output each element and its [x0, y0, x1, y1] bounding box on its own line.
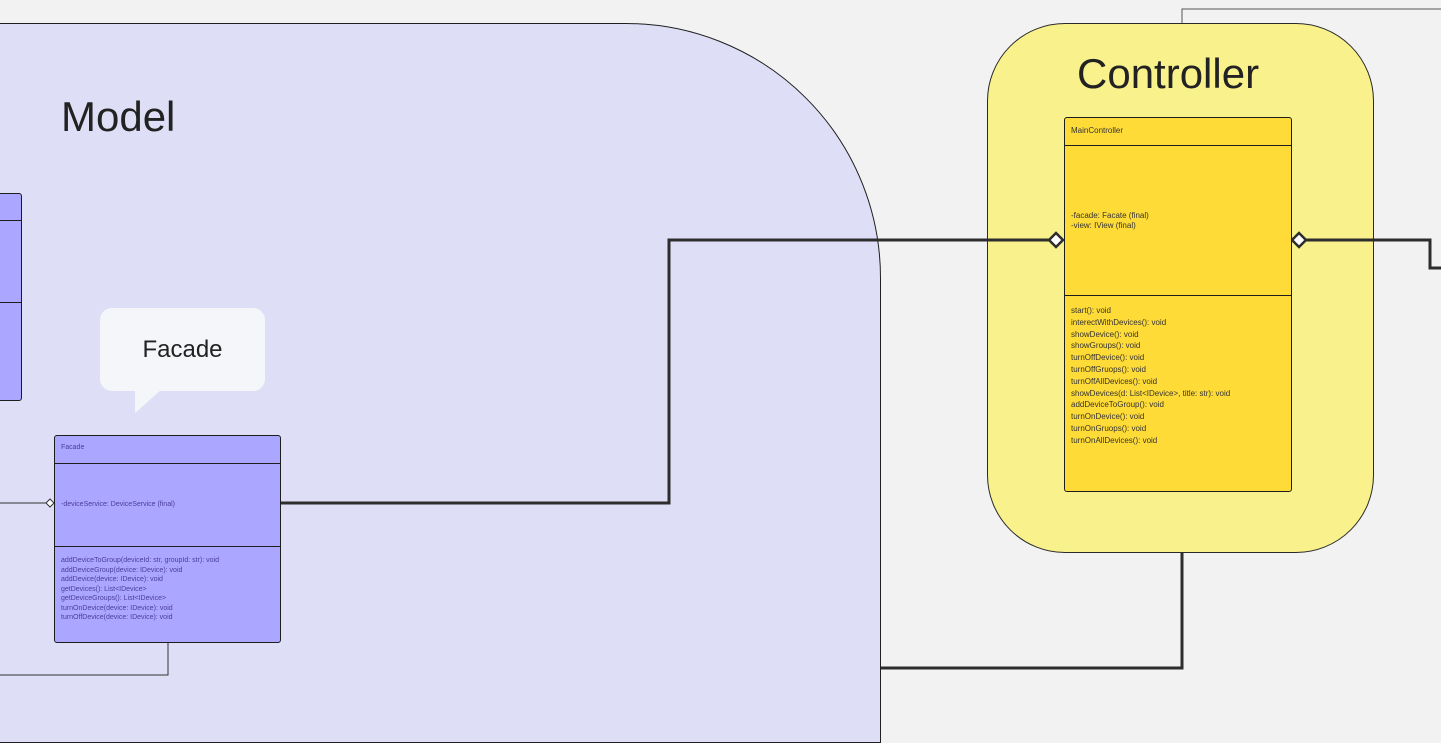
class-method: showGroups(): void	[1071, 341, 1141, 351]
class-method: addDevice(device: IDevice): void	[61, 576, 163, 583]
class-attribute: -deviceService: DeviceService (final)	[61, 501, 175, 509]
aggregation-diamond-facade	[45, 498, 55, 508]
connector-layer	[0, 8, 1441, 676]
model-region-title: Model	[61, 93, 176, 140]
class-attributes: -deviceService: DeviceService (final)	[55, 463, 280, 546]
class-method: addDeviceToGroup(): void	[1071, 400, 1164, 410]
speech-bubble-tail	[135, 390, 161, 413]
class-method: showDevice(): void	[1071, 329, 1139, 339]
class-method: addDeviceGroup(device: IDevice): void	[61, 566, 183, 574]
class-method: start(): void	[1071, 306, 1112, 315]
class-method: turnOffGruops(): void	[1071, 364, 1146, 374]
class-name: Facade	[61, 444, 85, 451]
class-attributes: -facade: Facate (final) -view: IView (fi…	[1065, 145, 1291, 295]
connector-facade-bottom	[0, 643, 169, 676]
class-method: showDevices(d: List<IDevice>, title: str…	[1071, 388, 1231, 398]
facade-speech-bubble[interactable]: Facade	[100, 308, 265, 391]
class-method: turnOnDevice(device: IDevice): void	[61, 604, 173, 612]
class-method: interectWithDevices(): void	[1071, 317, 1167, 327]
facade-class-box[interactable]: Facade -deviceService: DeviceService (fi…	[54, 435, 281, 643]
class-method: getDeviceGroups(): List<IDevice>	[61, 595, 167, 602]
facade-speech-bubble-label: Facade	[142, 335, 223, 363]
connector-facade-to-controller	[281, 238, 1055, 505]
class-method: turnOnGruops(): void	[1071, 423, 1147, 433]
class-method: turnOffDevice(): void	[1071, 353, 1145, 363]
class-method: addDeviceToGroup(deviceId: str, groupId:…	[61, 557, 219, 564]
class-method: turnOffAllDevices(): void	[1071, 376, 1158, 386]
class-name: MainController	[1071, 126, 1124, 135]
connector-controller-top	[1181, 8, 1441, 23]
class-method: getDevices(): List<IDevice>	[61, 585, 147, 593]
aggregation-diamond-controller-left	[1047, 231, 1065, 249]
connector-controller-bottom	[881, 553, 1184, 670]
aggregation-diamond-controller-right	[1290, 231, 1308, 249]
class-attribute: -facade: Facate (final)	[1071, 211, 1149, 220]
class-methods: start(): void interectWithDevices(): voi…	[1065, 295, 1291, 491]
class-method: turnOffDevice(device: IDevice): void	[61, 614, 173, 621]
class-attribute: -view: IView (final)	[1071, 220, 1136, 230]
class-methods: addDeviceToGroup(deviceId: str, groupId:…	[55, 546, 280, 642]
controller-region-title: Controller	[1077, 50, 1260, 97]
class-method: turnOnDevice(): void	[1071, 412, 1145, 422]
main-controller-class-box[interactable]: MainController -facade: Facate (final) -…	[1064, 117, 1292, 492]
class-box-partial[interactable]	[0, 193, 22, 401]
connector-controller-to-view	[1305, 238, 1441, 270]
class-method: turnOnAllDevices(): void	[1071, 435, 1158, 445]
